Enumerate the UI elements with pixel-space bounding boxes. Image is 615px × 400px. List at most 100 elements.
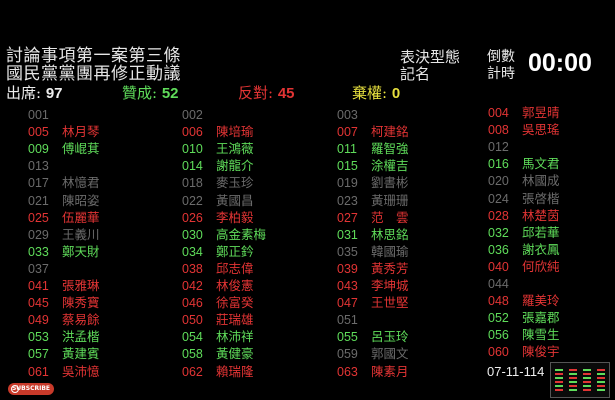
seat-number: 003 (337, 108, 358, 122)
legislator-name: 謝衣鳳 (522, 241, 560, 257)
seat-number: 015 (337, 159, 358, 174)
legislator-row: 014 謝龍介 (182, 158, 254, 174)
legislator-row: 040 何欣純 (488, 259, 560, 275)
thumbnail-mark (583, 377, 591, 379)
legislator-row: 049 蔡易餘 (28, 312, 100, 328)
no-label: 反對: (238, 84, 274, 102)
legislator-row: 037 (28, 261, 62, 277)
seat-number: 042 (182, 279, 203, 293)
legislator-name: 陳秀寶 (62, 295, 100, 311)
legislator-name: 李柏毅 (216, 209, 254, 225)
legislator-name: 郭昱晴 (522, 105, 560, 120)
legislator-row: 061 吳沛憶 (28, 364, 100, 380)
seat-number: 062 (182, 364, 203, 379)
legislator-row: 063 陳素月 (337, 364, 409, 380)
legislator-row: 051 (337, 312, 371, 328)
seat-number: 053 (28, 330, 49, 345)
legislator-row: 020 林國成 (488, 173, 560, 189)
yes-label: 贊成: (122, 84, 158, 102)
seat-number: 036 (488, 242, 509, 257)
legislator-row: 008 吳思瑤 (488, 122, 560, 138)
preview-thumbnail (550, 362, 610, 398)
subscribe-icon (11, 385, 19, 393)
seat-number: 005 (28, 125, 49, 140)
legislator-name: 邱志偉 (216, 260, 254, 276)
legislator-row: 030 高金素梅 (182, 227, 266, 243)
seat-number: 058 (182, 347, 203, 362)
legislator-row: 047 王世堅 (337, 295, 409, 311)
legislator-row: 012 (488, 139, 522, 155)
seat-number: 010 (182, 142, 203, 157)
seat-number: 004 (488, 106, 509, 120)
legislator-row: 024 張啓楷 (488, 191, 560, 207)
legislator-row: 044 (488, 276, 522, 292)
thumbnail-mark (569, 389, 577, 391)
legislator-name: 陳素月 (371, 363, 409, 379)
legislator-name: 謝龍介 (216, 158, 254, 174)
seat-number: 028 (488, 208, 509, 223)
thumbnail-mark (597, 369, 605, 371)
legislator-row: 026 李柏毅 (182, 210, 254, 226)
thumbnail-mark (597, 385, 605, 387)
countdown-label-1: 倒數 (487, 49, 515, 65)
seat-number: 008 (488, 123, 509, 138)
legislator-name: 張啓楷 (522, 190, 560, 206)
seat-number: 023 (337, 193, 358, 208)
legislator-name: 蔡易餘 (62, 312, 100, 328)
legislator-name: 陳俊宇 (522, 344, 560, 360)
seat-number: 006 (182, 125, 203, 140)
legislator-row: 025 伍麗華 (28, 210, 100, 226)
seat-number: 055 (337, 330, 358, 345)
legislator-name: 韓國瑜 (371, 243, 409, 259)
abstain-count: 0 (391, 85, 401, 102)
legislator-row: 004 郭昱晴 (488, 105, 560, 121)
seat-number: 060 (488, 345, 509, 360)
thumbnail-mark (597, 389, 605, 391)
legislator-name: 王世堅 (371, 295, 409, 311)
legislator-row: 028 林楚茵 (488, 208, 560, 224)
vote-type-label: 表決型態 (400, 48, 461, 66)
stat-yes: 贊成: 52 (122, 84, 179, 103)
legislator-name: 張嘉郡 (522, 310, 560, 326)
seat-number: 016 (488, 157, 509, 172)
legislator-row: 038 邱志偉 (182, 261, 254, 277)
seat-number: 029 (28, 227, 49, 242)
stat-present: 出席: 97 (6, 84, 63, 103)
seat-number: 048 (488, 294, 509, 309)
legislator-name: 馬文君 (522, 156, 560, 172)
legislator-name: 邱若華 (522, 224, 560, 240)
thumbnail-mark (555, 389, 563, 391)
seat-number: 059 (337, 347, 358, 362)
seat-number: 047 (337, 296, 358, 311)
seat-number: 022 (182, 193, 203, 208)
subscribe-badge[interactable]: SUBSCRIBE (8, 383, 54, 395)
legislator-row: 053 洪孟楷 (28, 329, 100, 345)
stat-no: 反對: 45 (238, 84, 295, 103)
legislator-name: 張雅琳 (62, 278, 100, 293)
legislator-name: 林月琴 (62, 124, 100, 140)
thumbnail-mark (555, 377, 563, 379)
seat-number: 044 (488, 277, 509, 291)
abstain-label: 棄權: (352, 84, 388, 102)
legislator-name: 何欣純 (522, 258, 560, 274)
legislator-name: 徐富癸 (216, 295, 254, 311)
seat-number: 043 (337, 279, 358, 293)
thumbnail-mark (555, 381, 563, 383)
legislator-name: 柯建銘 (371, 124, 409, 140)
no-count: 45 (277, 85, 295, 102)
thumbnail-mark (555, 369, 563, 371)
thumbnail-mark (555, 373, 563, 375)
legislator-row: 001 (28, 107, 62, 123)
seat-number: 037 (28, 261, 49, 276)
legislator-row: 017 林憶君 (28, 175, 100, 191)
legislator-name: 呂玉玲 (371, 329, 409, 345)
legislator-name: 陳培瑜 (216, 124, 254, 140)
seat-number: 032 (488, 225, 509, 240)
legislator-row: 007 柯建銘 (337, 124, 409, 140)
legislator-name: 林憶君 (62, 175, 100, 191)
legislator-name: 鄭正鈐 (216, 243, 254, 259)
legislator-name: 黃健豪 (216, 346, 254, 362)
legislator-row: 009 傅崐萁 (28, 141, 100, 157)
legislator-row: 056 陳雪生 (488, 327, 560, 343)
legislator-row: 003 (337, 107, 371, 123)
